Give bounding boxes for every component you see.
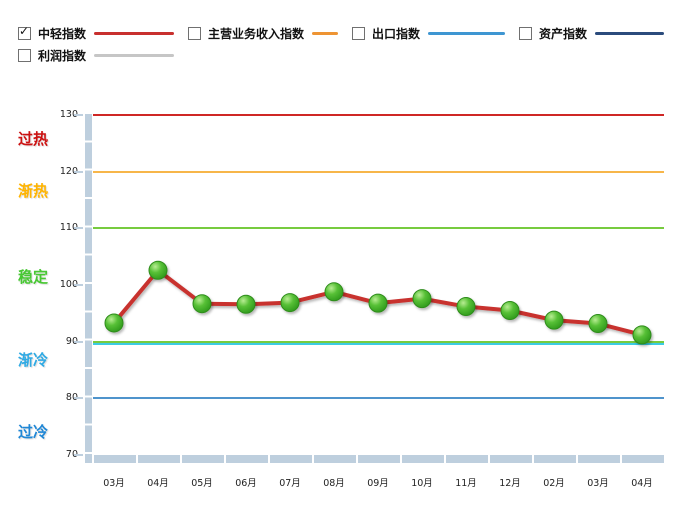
data-point-marker-2[interactable] (192, 294, 212, 314)
x-tick-label: 09月 (367, 478, 389, 489)
y-tick-mark (74, 340, 83, 343)
checkbox-unchecked-icon[interactable] (352, 26, 365, 40)
zone-label-2: 稳定 (18, 267, 49, 286)
legend-item-1[interactable]: 主营业务收入指数 (188, 22, 352, 44)
y-tick-label: 100 (59, 279, 78, 290)
y-tick-label: 120 (59, 165, 78, 177)
x-tick-label: 05月 (191, 478, 213, 489)
y-tick-label: 70 (65, 449, 78, 460)
legend-line-swatch (312, 31, 338, 35)
data-point-marker-7[interactable] (412, 289, 432, 309)
legend-item-label: 主营业务收入指数 (208, 26, 305, 41)
x-tick-label: 04月 (631, 478, 653, 489)
y-tick-mark (74, 227, 83, 230)
data-point-marker-1[interactable] (148, 260, 168, 280)
data-point-marker-5[interactable] (324, 282, 344, 302)
x-tick-label: 03月 (587, 478, 609, 489)
y-tick-label: 110 (59, 222, 78, 234)
legend-item-4[interactable]: 利润指数 (18, 44, 188, 66)
legend-item-label: 资产指数 (539, 26, 588, 41)
x-tick-label: 06月 (235, 478, 257, 489)
data-point-marker-0[interactable] (104, 313, 124, 333)
zone-label-4: 过冷 (18, 423, 49, 442)
x-tick-label: 03月 (103, 478, 125, 489)
legend-line-swatch (428, 31, 505, 35)
y-axis-bar (85, 112, 92, 463)
legend-item-label: 中轻指数 (38, 26, 87, 41)
data-point-marker-6[interactable] (368, 293, 388, 313)
y-tick-label: 130 (59, 109, 78, 120)
reference-line-80 (93, 397, 664, 400)
data-point-marker-4[interactable] (280, 293, 300, 313)
reference-line-120 (93, 170, 664, 173)
y-tick-mark (74, 284, 83, 286)
zone-label-1: 渐热 (18, 182, 49, 201)
legend-item-3[interactable]: 资产指数 (519, 22, 678, 44)
data-point-marker-12[interactable] (632, 325, 652, 345)
legend-item-2[interactable]: 出口指数 (352, 22, 519, 44)
x-axis-bar (92, 455, 664, 463)
reference-line-90 (93, 340, 664, 343)
x-tick-label: 07月 (279, 478, 301, 489)
data-point-marker-8[interactable] (456, 297, 476, 317)
check-mark-icon: ✓ (19, 23, 30, 38)
x-tick-label: 12月 (499, 478, 521, 489)
x-tick-label: 04月 (147, 478, 169, 489)
legend: ✓ 中轻指数 主营业务收入指数 出口指数 资产指数利润指数 (18, 22, 678, 66)
legend-line-swatch (94, 31, 174, 35)
y-tick-mark (74, 397, 83, 400)
y-tick-label: 90 (65, 335, 78, 347)
y-tick-mark (74, 454, 83, 456)
checkbox-unchecked-icon[interactable] (519, 26, 532, 40)
data-point-marker-11[interactable] (588, 314, 608, 334)
checkbox-checked-icon[interactable]: ✓ (18, 23, 31, 40)
data-point-marker-3[interactable] (236, 294, 256, 314)
x-tick-label: 11月 (455, 478, 477, 489)
reference-line-110 (93, 227, 664, 230)
reference-line-90 (93, 342, 664, 345)
y-tick-mark (74, 170, 83, 173)
checkbox-unchecked-icon[interactable] (18, 48, 31, 62)
legend-item-0[interactable]: ✓ 中轻指数 (18, 22, 188, 44)
x-tick-label: 02月 (543, 478, 565, 489)
data-point-marker-10[interactable] (544, 310, 564, 330)
zone-label-0: 过热 (18, 130, 49, 149)
y-tick-mark (74, 114, 83, 116)
legend-line-swatch (595, 31, 664, 35)
legend-item-label: 出口指数 (372, 26, 421, 41)
legend-line-swatch (94, 53, 174, 57)
checkbox-unchecked-icon[interactable] (188, 26, 201, 40)
data-point-marker-9[interactable] (500, 301, 520, 320)
zone-label-3: 渐冷 (18, 350, 49, 369)
reference-line-130 (93, 114, 664, 116)
y-tick-label: 80 (65, 392, 78, 404)
legend-item-label: 利润指数 (38, 48, 87, 63)
x-tick-label: 10月 (411, 478, 433, 489)
x-tick-label: 08月 (323, 478, 345, 489)
